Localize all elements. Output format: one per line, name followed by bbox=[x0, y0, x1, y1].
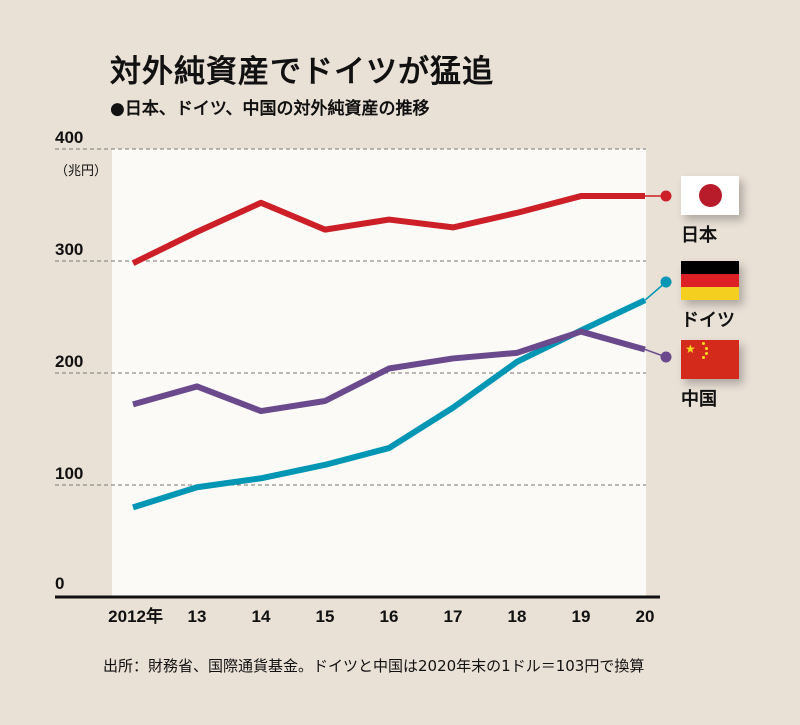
source-note: 出所：財務省、国際通貨基金。ドイツと中国は2020年末の1ドル＝103円で換算 bbox=[103, 657, 645, 675]
leader-dot bbox=[660, 276, 672, 288]
japan-flag bbox=[681, 176, 739, 215]
y-axis-unit: （兆円） bbox=[55, 164, 108, 179]
star-icon: ★ bbox=[685, 342, 696, 356]
x-tick-label: 15 bbox=[316, 607, 335, 626]
china-flag: ★ bbox=[681, 340, 739, 379]
legend-label-germany: ドイツ bbox=[681, 310, 735, 331]
y-tick-label: 0 bbox=[55, 574, 64, 593]
y-tick-label: 400 bbox=[55, 128, 83, 147]
germany-flag bbox=[681, 261, 739, 300]
y-tick-label: 100 bbox=[55, 464, 83, 483]
x-tick-label: 14 bbox=[252, 607, 271, 626]
x-tick-label: 19 bbox=[572, 607, 591, 626]
chart-title: 対外純資産でドイツが猛追 bbox=[110, 54, 494, 90]
x-tick-label: 16 bbox=[380, 607, 399, 626]
legend-label-china: 中国 bbox=[681, 389, 717, 410]
x-tick-label: 13 bbox=[188, 607, 207, 626]
x-tick-label: 2012年 bbox=[108, 606, 163, 626]
y-tick-label: 200 bbox=[55, 352, 83, 371]
leader-dot bbox=[660, 190, 672, 202]
x-tick-label: 17 bbox=[444, 607, 463, 626]
legend-label-japan: 日本 bbox=[681, 225, 717, 246]
x-tick-label: 20 bbox=[636, 607, 655, 626]
x-tick-label: 18 bbox=[508, 607, 527, 626]
leader-dot bbox=[660, 351, 672, 363]
y-tick-label: 300 bbox=[55, 240, 83, 259]
chart-subtitle: ●日本、ドイツ、中国の対外純資産の推移 bbox=[110, 99, 430, 119]
